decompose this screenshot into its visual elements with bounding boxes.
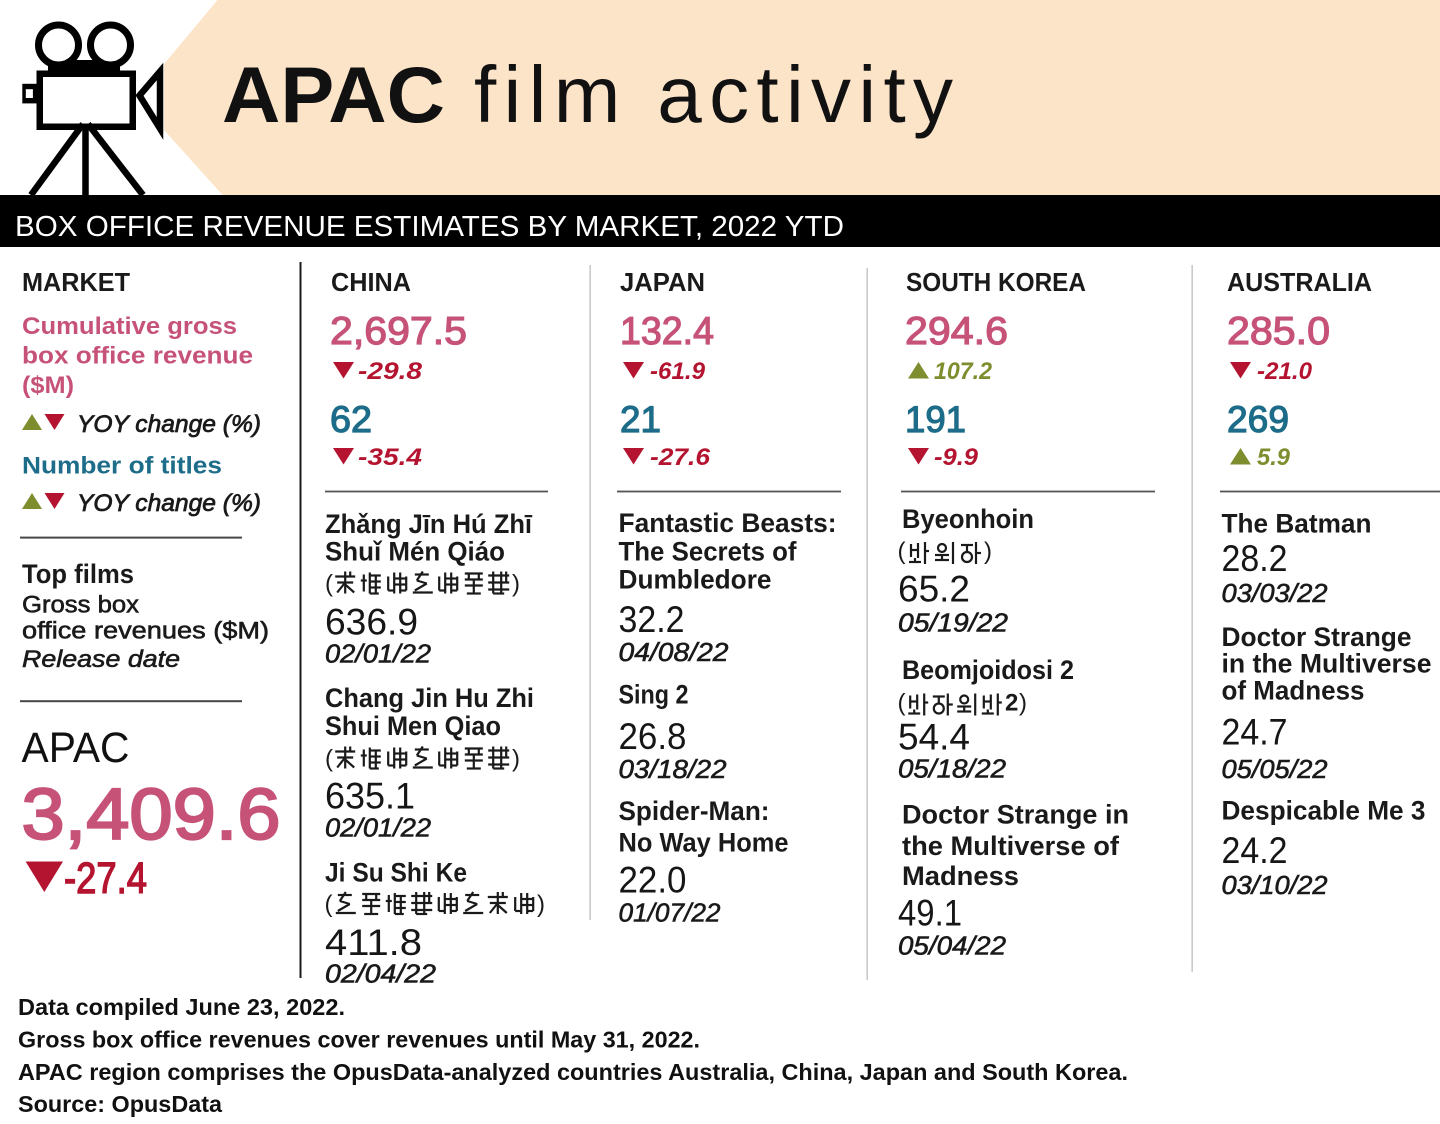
svg-text:film activity: film activity xyxy=(474,50,953,139)
svg-text:): ) xyxy=(1019,690,1027,717)
svg-text:YOY change (%): YOY change (%) xyxy=(77,411,261,438)
svg-text:02/04/22: 02/04/22 xyxy=(325,961,436,989)
svg-text:22.0: 22.0 xyxy=(619,859,687,901)
svg-text:5.9: 5.9 xyxy=(1257,444,1291,471)
svg-text:Shuǐ Mén Qiáo: Shuǐ Mén Qiáo xyxy=(325,537,505,567)
svg-text:Chang Jin Hu Zhi: Chang Jin Hu Zhi xyxy=(325,683,534,713)
svg-text:(: ( xyxy=(325,891,333,918)
svg-text:office revenues ($M): office revenues ($M) xyxy=(22,618,269,645)
svg-text:28.2: 28.2 xyxy=(1222,537,1288,579)
svg-text:of Madness: of Madness xyxy=(1222,676,1365,706)
svg-text:-9.9: -9.9 xyxy=(934,444,979,471)
svg-text:05/18/22: 05/18/22 xyxy=(898,756,1006,784)
svg-text:54.4: 54.4 xyxy=(898,716,970,758)
svg-text:Number of titles: Number of titles xyxy=(22,452,222,479)
svg-text:CHINA: CHINA xyxy=(331,267,411,297)
svg-text:Zhǎng Jīn Hú Zhī: Zhǎng Jīn Hú Zhī xyxy=(325,509,532,539)
svg-text:in the Multiverse: in the Multiverse xyxy=(1222,649,1432,679)
svg-text:Top films: Top films xyxy=(22,559,134,589)
svg-text:21: 21 xyxy=(620,399,661,440)
svg-text:Doctor Strange: Doctor Strange xyxy=(1222,622,1412,652)
svg-text:MARKET: MARKET xyxy=(22,267,130,297)
svg-text:): ) xyxy=(537,891,545,918)
svg-text:Doctor Strange in: Doctor Strange in xyxy=(902,800,1129,830)
svg-text:APAC: APAC xyxy=(222,50,445,139)
svg-text:Release date: Release date xyxy=(22,646,180,673)
svg-text:Sing 2: Sing 2 xyxy=(619,680,689,710)
svg-text:): ) xyxy=(512,746,520,773)
svg-text:Ji Su Shi Ke: Ji Su Shi Ke xyxy=(325,858,467,888)
svg-text:03/03/22: 03/03/22 xyxy=(1222,580,1328,608)
svg-text:Despicable Me 3: Despicable Me 3 xyxy=(1222,796,1426,826)
svg-text:-27.6: -27.6 xyxy=(650,444,711,471)
svg-text:05/04/22: 05/04/22 xyxy=(898,933,1006,961)
svg-text:box office revenue: box office revenue xyxy=(22,343,253,370)
svg-text:32.2: 32.2 xyxy=(619,598,685,640)
svg-text:285.0: 285.0 xyxy=(1227,310,1330,353)
svg-text:05/19/22: 05/19/22 xyxy=(898,610,1008,638)
svg-text:04/08/22: 04/08/22 xyxy=(619,639,729,667)
svg-text:Dumbledore: Dumbledore xyxy=(619,565,772,595)
svg-text:-29.8: -29.8 xyxy=(358,358,423,385)
svg-text:03/10/22: 03/10/22 xyxy=(1222,872,1328,900)
svg-text:The Batman: The Batman xyxy=(1222,509,1372,539)
svg-text:Byeonhoin: Byeonhoin xyxy=(902,504,1034,534)
svg-text:Shui Men Qiao: Shui Men Qiao xyxy=(325,711,501,741)
svg-text:635.1: 635.1 xyxy=(325,775,415,817)
svg-text:26.8: 26.8 xyxy=(619,715,687,757)
svg-text:411.8: 411.8 xyxy=(325,921,422,963)
svg-text:Spider-Man:: Spider-Man: xyxy=(619,796,770,826)
svg-text:02/01/22: 02/01/22 xyxy=(325,641,431,669)
svg-text:24.7: 24.7 xyxy=(1222,711,1288,753)
svg-text:02/01/22: 02/01/22 xyxy=(325,815,431,843)
svg-text:YOY change (%): YOY change (%) xyxy=(77,490,261,517)
svg-text:03/18/22: 03/18/22 xyxy=(619,756,727,784)
svg-text:269: 269 xyxy=(1227,399,1289,440)
svg-text:62: 62 xyxy=(330,399,372,440)
svg-text:Fantastic Beasts:: Fantastic Beasts: xyxy=(619,508,837,538)
svg-text:132.4: 132.4 xyxy=(620,310,714,353)
svg-text:-27.4: -27.4 xyxy=(64,854,147,903)
svg-text:(: ( xyxy=(898,690,906,717)
svg-text:294.6: 294.6 xyxy=(905,310,1008,353)
svg-text:): ) xyxy=(984,538,992,565)
svg-text:65.2: 65.2 xyxy=(898,568,970,610)
svg-text:Gross box: Gross box xyxy=(22,592,139,619)
svg-text:05/05/22: 05/05/22 xyxy=(1222,756,1328,784)
svg-text:SOUTH KOREA: SOUTH KOREA xyxy=(906,267,1086,297)
svg-text:636.9: 636.9 xyxy=(325,601,418,643)
svg-text:APAC: APAC xyxy=(22,724,130,772)
svg-text:Data compiled June 23, 2022.: Data compiled June 23, 2022. xyxy=(18,994,345,1020)
svg-text:): ) xyxy=(512,571,520,598)
svg-text:24.2: 24.2 xyxy=(1222,829,1288,871)
svg-text:3,409.6: 3,409.6 xyxy=(22,775,281,855)
svg-text:JAPAN: JAPAN xyxy=(620,267,705,297)
svg-text:(: ( xyxy=(325,571,333,598)
svg-text:The Secrets of: The Secrets of xyxy=(619,537,798,567)
svg-text:49.1: 49.1 xyxy=(898,892,962,934)
svg-text:191: 191 xyxy=(905,399,966,440)
svg-text:($M): ($M) xyxy=(22,372,74,399)
svg-text:2: 2 xyxy=(1005,690,1018,717)
svg-text:the Multiverse of: the Multiverse of xyxy=(902,831,1120,861)
svg-text:Gross box office revenues cove: Gross box office revenues cover revenues… xyxy=(18,1027,700,1053)
svg-text:(: ( xyxy=(325,746,333,773)
svg-text:Beomjoidosi 2: Beomjoidosi 2 xyxy=(902,655,1074,685)
svg-text:No Way Home: No Way Home xyxy=(619,828,789,858)
svg-text:107.2: 107.2 xyxy=(934,358,993,385)
svg-text:BOX OFFICE REVENUE ESTIMATES B: BOX OFFICE REVENUE ESTIMATES BY MARKET, … xyxy=(15,211,844,243)
svg-text:2,697.5: 2,697.5 xyxy=(330,310,467,353)
svg-text:APAC region comprises the Opus: APAC region comprises the OpusData-analy… xyxy=(18,1059,1128,1085)
svg-text:Source: OpusData: Source: OpusData xyxy=(18,1091,222,1117)
svg-text:-35.4: -35.4 xyxy=(358,444,422,471)
svg-text:(: ( xyxy=(898,538,906,565)
svg-text:-21.0: -21.0 xyxy=(1257,358,1313,385)
svg-text:01/07/22: 01/07/22 xyxy=(619,900,721,928)
svg-text:AUSTRALIA: AUSTRALIA xyxy=(1227,267,1372,297)
svg-text:-61.9: -61.9 xyxy=(650,358,706,385)
svg-text:Madness: Madness xyxy=(902,861,1019,891)
svg-text:Cumulative gross: Cumulative gross xyxy=(22,313,237,340)
